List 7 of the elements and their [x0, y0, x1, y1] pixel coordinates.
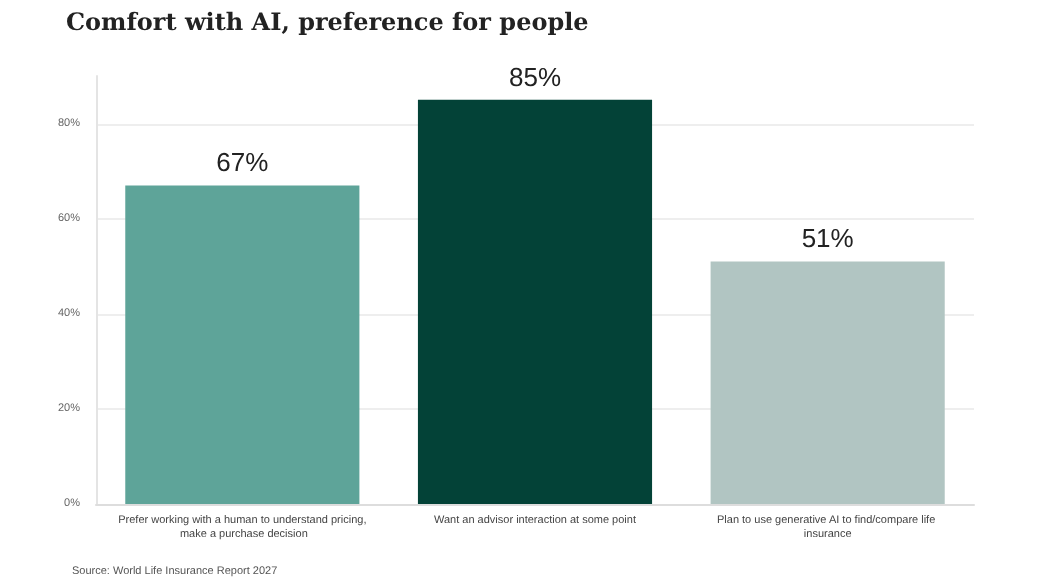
data-label: 51%: [801, 223, 855, 254]
bar: [417, 99, 653, 504]
bar: [125, 185, 360, 504]
bar: [710, 261, 945, 504]
data-label: 67%: [216, 147, 270, 178]
data-label: 85%: [508, 61, 562, 92]
chart-title: Comfort with AI, preference for people: [66, 8, 590, 36]
